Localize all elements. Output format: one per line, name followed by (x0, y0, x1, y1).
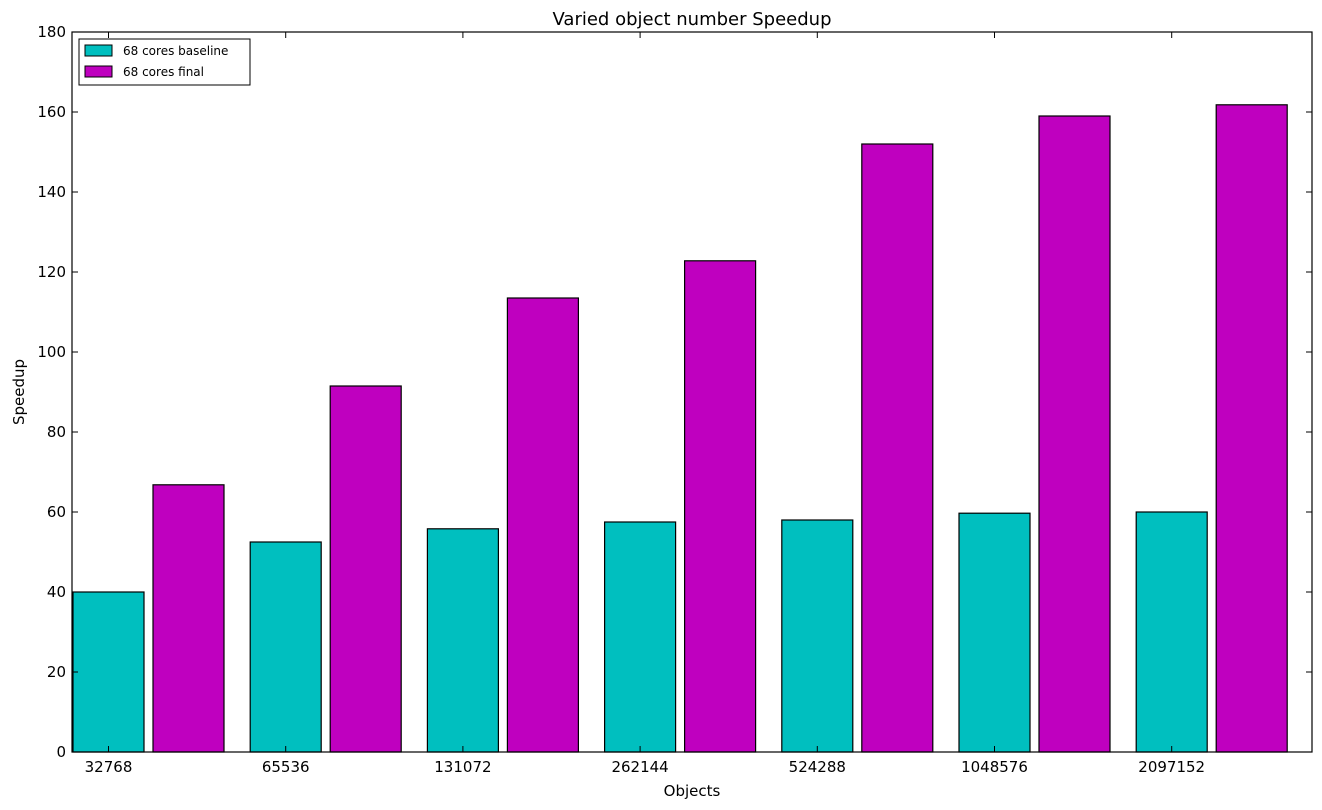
bar-baseline-131072 (426, 528, 499, 753)
x-tick-label: 65536 (262, 758, 310, 776)
legend-label: 68 cores final (123, 65, 204, 79)
bar-final-32768 (152, 484, 225, 753)
bar-final-524288 (861, 143, 934, 753)
bar-baseline-262144 (603, 521, 677, 753)
x-tick-label: 2097152 (1138, 758, 1205, 776)
y-tick-label: 40 (47, 583, 66, 601)
y-tick-label: 180 (37, 23, 66, 41)
bar-baseline-1048576 (958, 512, 1031, 753)
bar-final-65536 (329, 385, 402, 753)
bar-final-1048576 (1038, 115, 1111, 753)
bar-baseline-65536 (249, 541, 322, 753)
bar-final-2097152 (1215, 104, 1288, 753)
bar-final-262144 (683, 260, 757, 753)
legend: 68 cores baseline 68 cores final (78, 38, 251, 86)
axis-ticks (72, 31, 1312, 753)
x-tick-label: 131072 (434, 758, 491, 776)
legend-swatch (84, 65, 113, 78)
bars (72, 104, 1288, 753)
y-tick-label: 0 (56, 743, 66, 761)
legend-swatch (84, 44, 113, 57)
y-tick-label: 120 (37, 263, 66, 281)
y-tick-label: 60 (47, 503, 66, 521)
bar-baseline-524288 (781, 519, 854, 753)
chart-title: Varied object number Speedup (553, 9, 832, 30)
x-tick-label: 32768 (85, 758, 133, 776)
y-tick-label: 20 (47, 663, 66, 681)
y-axis-label: Speedup (10, 359, 28, 425)
bar-baseline-32768 (72, 591, 145, 753)
y-tick-label: 140 (37, 183, 66, 201)
x-tick-label: 524288 (789, 758, 846, 776)
y-tick-label: 80 (47, 423, 66, 441)
bar-baseline-2097152 (1135, 511, 1208, 753)
bar-final-131072 (506, 297, 579, 753)
plot-frame (71, 31, 1313, 753)
x-tick-label: 1048576 (961, 758, 1028, 776)
tick-labels: 0 20 40 60 80 100 120 140 160 180 32768 65536 131072… (37, 23, 1205, 776)
x-axis-label: Objects (664, 782, 721, 800)
x-tick-label: 262144 (611, 758, 668, 776)
y-tick-label: 100 (37, 343, 66, 361)
legend-label: 68 cores baseline (123, 44, 228, 58)
y-tick-label: 160 (37, 103, 66, 121)
